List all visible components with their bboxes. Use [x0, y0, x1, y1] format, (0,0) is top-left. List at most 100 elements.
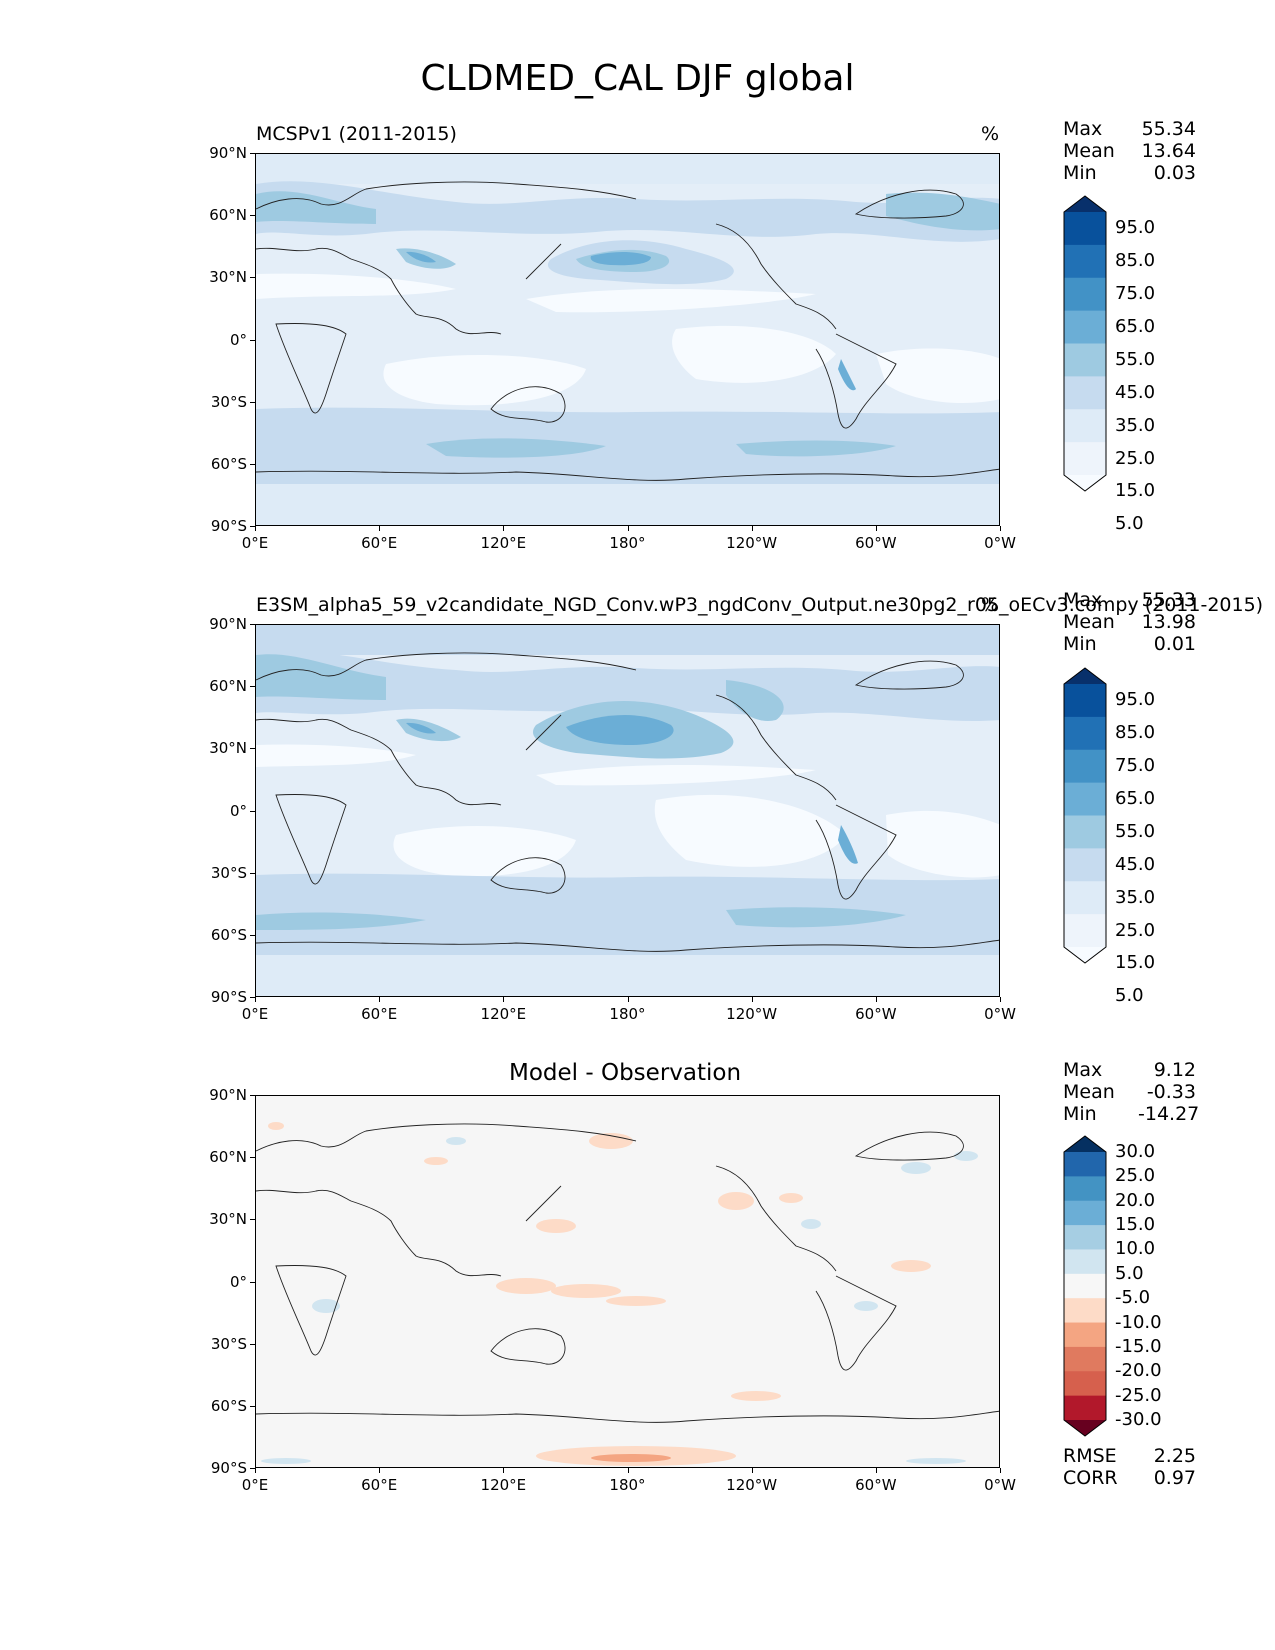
lon-tick-mark — [875, 1468, 877, 1473]
lon-tick-mark — [875, 997, 877, 1002]
metric-label: CORR — [1063, 1467, 1118, 1489]
lon-tick-label: 120°E — [480, 1476, 527, 1494]
stat-value: 55.33 — [1141, 589, 1196, 611]
lon-tick-label: 120°E — [480, 1005, 527, 1023]
lon-tick-mark — [255, 1468, 256, 1473]
metric-row: CORR 0.97 — [1063, 1467, 1196, 1489]
lon-tick-label: 0°E — [241, 1005, 269, 1023]
colorbar-tick-label: 5.0 — [1115, 513, 1144, 535]
colorbar-segment — [1064, 716, 1106, 751]
lon-tick-label: 0°W — [984, 1476, 1016, 1494]
lon-tick-label: 60°W — [855, 1005, 897, 1023]
colorbar-outline — [1063, 195, 1107, 492]
lat-tick-mark — [250, 526, 255, 527]
colorbar-tick-label: 75.0 — [1115, 283, 1156, 305]
lon-tick-label: 60°W — [855, 1476, 897, 1494]
lon-tick-label: 120°W — [726, 534, 778, 552]
lon-tick-label: 120°W — [726, 1005, 778, 1023]
colorbar-extend-min — [1064, 947, 1106, 963]
colorbar-tick-label: 5.0 — [1115, 985, 1144, 1007]
lon-tick-mark — [379, 526, 381, 531]
stat-value: 13.64 — [1141, 140, 1196, 162]
colorbar-segment — [1064, 1273, 1106, 1299]
lon-tick-label: 60°W — [855, 534, 897, 552]
colorbar-tick-label: 5.0 — [1115, 1262, 1144, 1284]
lat-tick-mark — [250, 277, 255, 279]
lon-tick-label: 60°E — [361, 1005, 398, 1023]
colorbar — [1063, 1135, 1107, 1437]
colorbar-segment — [1064, 914, 1106, 948]
stat-row: Mean 13.98 — [1063, 611, 1196, 633]
lon-tick-label: 60°E — [361, 534, 398, 552]
colorbar-segment — [1064, 1152, 1106, 1177]
colorbar-segment — [1064, 1322, 1106, 1348]
colorbar-segment — [1064, 1298, 1106, 1324]
stat-label: Max — [1063, 589, 1103, 611]
lon-tick-label: 180° — [609, 1005, 646, 1023]
stat-value: 55.34 — [1141, 118, 1196, 140]
lon-tick-mark — [1000, 526, 1001, 531]
lon-tick-mark — [379, 1468, 381, 1473]
colorbar-tick-label: 55.0 — [1115, 820, 1156, 842]
stat-value: 0.03 — [1153, 162, 1196, 184]
lat-tick-label: 30°N — [209, 739, 247, 758]
colorbar-segment — [1064, 881, 1106, 915]
colorbar-segment — [1064, 848, 1106, 882]
lat-tick-label: 60°N — [209, 206, 247, 225]
stat-value: 13.98 — [1141, 611, 1196, 633]
lat-tick-label: 90°N — [209, 1086, 247, 1104]
colorbar-extend-min — [1064, 1420, 1106, 1436]
stat-row: Max 55.33 — [1063, 589, 1196, 611]
panel-diff-title: Model - Observation — [509, 1060, 742, 1086]
figure-title: CLDMED_CAL DJF global — [420, 58, 855, 99]
colorbar-tick-label: 55.0 — [1115, 348, 1156, 370]
lon-tick-mark — [503, 1468, 505, 1473]
colorbar-extend-min — [1064, 475, 1106, 491]
colorbar-tick-label: 85.0 — [1115, 722, 1156, 744]
metric-row: RMSE 2.25 — [1063, 1445, 1196, 1467]
colorbar-tick-label: 95.0 — [1115, 689, 1156, 711]
model-map-svg — [256, 625, 999, 996]
panel-model-units: % — [981, 594, 1000, 616]
colorbar-tick-label: 15.0 — [1115, 952, 1156, 974]
colorbar-segment — [1064, 749, 1106, 784]
stat-row: Mean 13.64 — [1063, 140, 1196, 162]
colorbar-extend-max — [1064, 668, 1106, 684]
colorbar-tick-label: 85.0 — [1115, 250, 1156, 272]
lat-tick-mark — [250, 997, 255, 998]
colorbar-segment — [1064, 442, 1106, 476]
colorbar-extend-max — [1064, 1136, 1106, 1152]
colorbar-segment — [1064, 310, 1106, 344]
lon-tick-mark — [751, 526, 753, 531]
colorbar-tick-label: 35.0 — [1115, 414, 1156, 436]
lat-tick-label: 0° — [229, 801, 247, 820]
colorbar-tick-label: 15.0 — [1115, 480, 1156, 502]
lon-tick-label: 0°W — [984, 534, 1016, 552]
colorbar-tick-label: -25.0 — [1115, 1384, 1162, 1406]
lon-tick-mark — [379, 997, 381, 1002]
colorbar-segment — [1064, 1395, 1106, 1421]
lat-tick-label: 60°S — [210, 454, 247, 473]
lat-tick-label: 30°N — [209, 268, 247, 287]
lat-tick-mark — [250, 1281, 255, 1283]
panel-obs-left-title: MCSPv1 (2011-2015) — [256, 123, 457, 145]
colorbar-tick-label: 15.0 — [1115, 1214, 1156, 1236]
stat-row: Min 0.03 — [1063, 162, 1196, 184]
colorbar-segment — [1064, 1249, 1106, 1275]
lon-tick-label: 180° — [609, 1476, 646, 1494]
stat-label: Mean — [1063, 611, 1115, 633]
lon-tick-label: 120°W — [726, 1476, 778, 1494]
lat-tick-mark — [250, 1468, 255, 1469]
lat-tick-mark — [250, 153, 255, 154]
lat-tick-mark — [250, 810, 255, 812]
colorbar-tick-label: 45.0 — [1115, 381, 1156, 403]
lon-tick-mark — [1000, 1468, 1001, 1473]
lat-tick-mark — [250, 872, 255, 874]
colorbar-tick-label: 30.0 — [1115, 1141, 1156, 1162]
lat-tick-mark — [250, 1157, 255, 1159]
lon-tick-label: 0°E — [241, 534, 269, 552]
colorbar-segment — [1064, 244, 1106, 279]
colorbar-tick-label: 10.0 — [1115, 1238, 1156, 1260]
stat-label: Min — [1063, 633, 1097, 655]
colorbar-tick-label: -15.0 — [1115, 1335, 1162, 1357]
